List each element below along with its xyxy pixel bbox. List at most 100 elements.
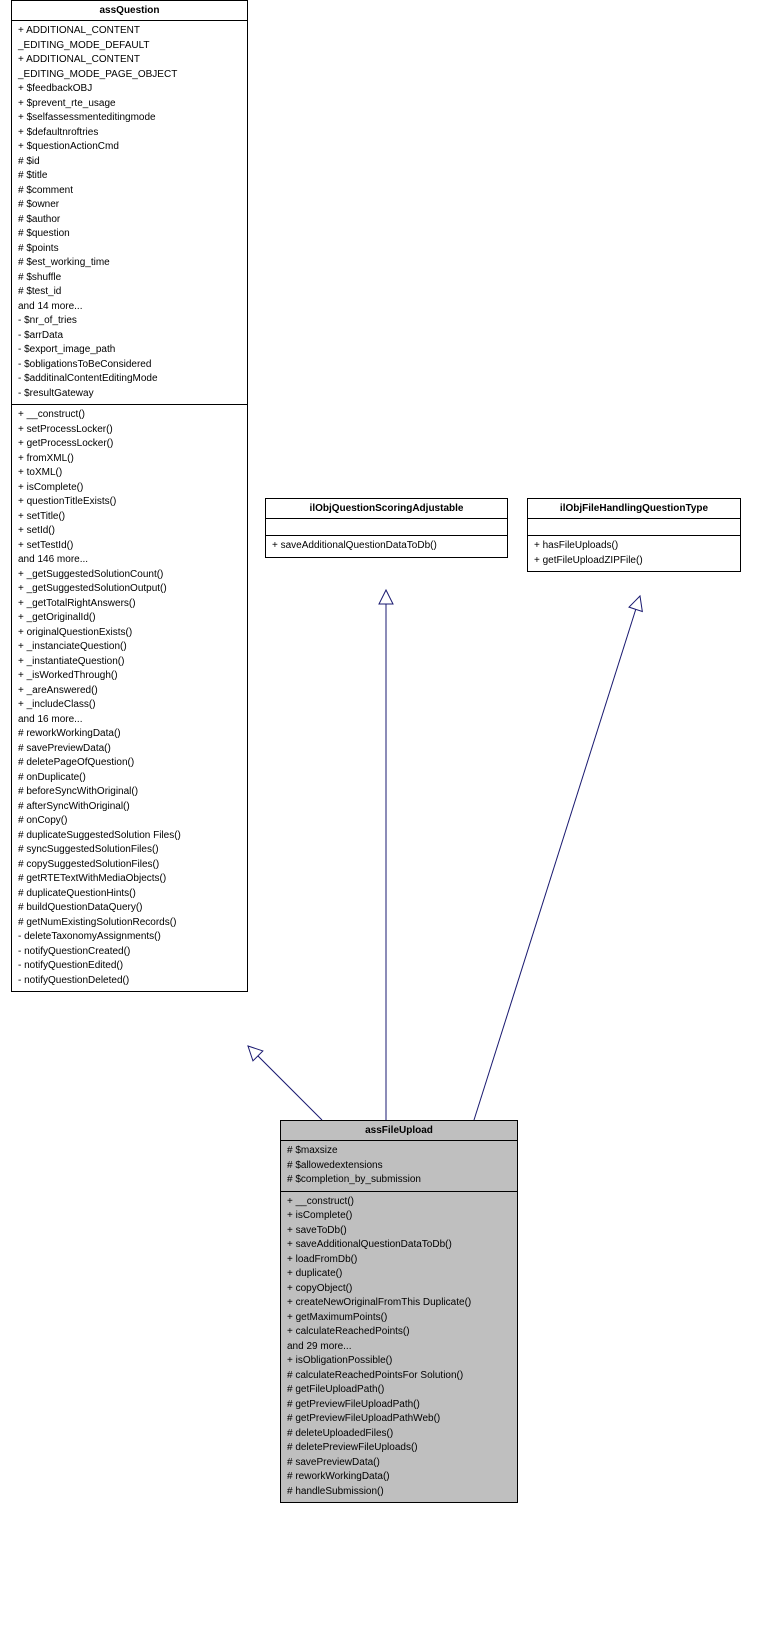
member-line: # $title (18, 169, 241, 184)
member-line: + _instantiateQuestion() (18, 655, 241, 670)
member-line: + $questionActionCmd (18, 140, 241, 155)
member-line: + $prevent_rte_usage (18, 97, 241, 112)
member-line: # deletePreviewFileUploads() (287, 1441, 511, 1456)
member-line: + _includeClass() (18, 698, 241, 713)
member-line: + _getTotalRightAnswers() (18, 597, 241, 612)
member-line: + getFileUploadZIPFile() (534, 554, 734, 569)
attributes-section: + ADDITIONAL_CONTENT _EDITING_MODE_DEFAU… (12, 21, 247, 405)
member-line: # getRTETextWithMediaObjects() (18, 872, 241, 887)
member-line: - notifyQuestionDeleted() (18, 974, 241, 989)
member-line: + _getOriginalId() (18, 611, 241, 626)
member-line: + calculateReachedPoints() (287, 1325, 511, 1340)
member-line: + setId() (18, 524, 241, 539)
member-line: + createNewOriginalFromThis Duplicate() (287, 1296, 511, 1311)
methods-section: + __construct()+ isComplete()+ saveToDb(… (281, 1192, 517, 1503)
member-line: + isObligationPossible() (287, 1354, 511, 1369)
member-line: # beforeSyncWithOriginal() (18, 785, 241, 800)
attributes-section: # $maxsize# $allowedextensions# $complet… (281, 1141, 517, 1192)
member-line: + $selfassessmenteditingmode (18, 111, 241, 126)
member-line: # getPreviewFileUploadPath() (287, 1398, 511, 1413)
member-line: # $est_working_time (18, 256, 241, 271)
member-line: + originalQuestionExists() (18, 626, 241, 641)
uml-class-ilobjfilehandlingquestiontype: ilObjFileHandlingQuestionType + hasFileU… (527, 498, 741, 572)
member-line: - $arrData (18, 329, 241, 344)
attributes-section (528, 519, 740, 536)
member-line: + ADDITIONAL_CONTENT _EDITING_MODE_PAGE_… (18, 53, 241, 82)
member-line: + _getSuggestedSolutionCount() (18, 568, 241, 583)
member-line: # $question (18, 227, 241, 242)
member-line: # savePreviewData() (18, 742, 241, 757)
member-line: - notifyQuestionEdited() (18, 959, 241, 974)
member-line: + __construct() (287, 1195, 511, 1210)
member-line: and 16 more... (18, 713, 241, 728)
member-line: + _instanciateQuestion() (18, 640, 241, 655)
member-line: # $allowedextensions (287, 1159, 511, 1174)
methods-section: + saveAdditionalQuestionDataToDb() (266, 536, 507, 557)
member-line: + toXML() (18, 466, 241, 481)
member-line: # copySuggestedSolutionFiles() (18, 858, 241, 873)
member-line: + getMaximumPoints() (287, 1311, 511, 1326)
member-line: # $shuffle (18, 271, 241, 286)
member-line: + duplicate() (287, 1267, 511, 1282)
member-line: + setTestId() (18, 539, 241, 554)
member-line: + loadFromDb() (287, 1253, 511, 1268)
class-title: assQuestion (12, 1, 247, 21)
member-line: # getFileUploadPath() (287, 1383, 511, 1398)
member-line: # getNumExistingSolutionRecords() (18, 916, 241, 931)
member-line: - $export_image_path (18, 343, 241, 358)
class-title: ilObjQuestionScoringAdjustable (266, 499, 507, 519)
member-line: - $nr_of_tries (18, 314, 241, 329)
member-line: # onCopy() (18, 814, 241, 829)
member-line: # reworkWorkingData() (287, 1470, 511, 1485)
member-line: + _areAnswered() (18, 684, 241, 699)
member-line: # $id (18, 155, 241, 170)
class-title: ilObjFileHandlingQuestionType (528, 499, 740, 519)
member-line: # $author (18, 213, 241, 228)
member-line: + isComplete() (287, 1209, 511, 1224)
member-line: + setTitle() (18, 510, 241, 525)
member-line: + _isWorkedThrough() (18, 669, 241, 684)
member-line: # $completion_by_submission (287, 1173, 511, 1188)
uml-class-assquestion: assQuestion + ADDITIONAL_CONTENT _EDITIN… (11, 0, 248, 992)
member-line: + hasFileUploads() (534, 539, 734, 554)
member-line: + saveToDb() (287, 1224, 511, 1239)
member-line: + saveAdditionalQuestionDataToDb() (272, 539, 501, 554)
member-line: - deleteTaxonomyAssignments() (18, 930, 241, 945)
attributes-section (266, 519, 507, 536)
member-line: # afterSyncWithOriginal() (18, 800, 241, 815)
member-line: + questionTitleExists() (18, 495, 241, 510)
member-line: # calculateReachedPointsFor Solution() (287, 1369, 511, 1384)
member-line: # deletePageOfQuestion() (18, 756, 241, 771)
member-line: + fromXML() (18, 452, 241, 467)
methods-section: + hasFileUploads()+ getFileUploadZIPFile… (528, 536, 740, 571)
member-line: # deleteUploadedFiles() (287, 1427, 511, 1442)
member-line: and 14 more... (18, 300, 241, 315)
uml-class-ilobjquestionscoringadjustable: ilObjQuestionScoringAdjustable + saveAdd… (265, 498, 508, 558)
member-line: # buildQuestionDataQuery() (18, 901, 241, 916)
member-line: + setProcessLocker() (18, 423, 241, 438)
member-line: + copyObject() (287, 1282, 511, 1297)
member-line: # handleSubmission() (287, 1485, 511, 1500)
member-line: + $defaultnroftries (18, 126, 241, 141)
member-line: + getProcessLocker() (18, 437, 241, 452)
member-line: + saveAdditionalQuestionDataToDb() (287, 1238, 511, 1253)
member-line: - notifyQuestionCreated() (18, 945, 241, 960)
member-line: # $maxsize (287, 1144, 511, 1159)
member-line: + $feedbackOBJ (18, 82, 241, 97)
member-line: # duplicateSuggestedSolution Files() (18, 829, 241, 844)
member-line: # syncSuggestedSolutionFiles() (18, 843, 241, 858)
member-line: # onDuplicate() (18, 771, 241, 786)
member-line: # reworkWorkingData() (18, 727, 241, 742)
member-line: and 146 more... (18, 553, 241, 568)
member-line: # duplicateQuestionHints() (18, 887, 241, 902)
member-line: # savePreviewData() (287, 1456, 511, 1471)
member-line: + ADDITIONAL_CONTENT _EDITING_MODE_DEFAU… (18, 24, 241, 53)
member-line: # $owner (18, 198, 241, 213)
member-line: + __construct() (18, 408, 241, 423)
uml-class-assfileupload: assFileUpload # $maxsize# $allowedextens… (280, 1120, 518, 1503)
member-line: + _getSuggestedSolutionOutput() (18, 582, 241, 597)
member-line: - $obligationsToBeConsidered (18, 358, 241, 373)
member-line: - $additinalContentEditingMode (18, 372, 241, 387)
member-line: # $test_id (18, 285, 241, 300)
class-title: assFileUpload (281, 1121, 517, 1141)
